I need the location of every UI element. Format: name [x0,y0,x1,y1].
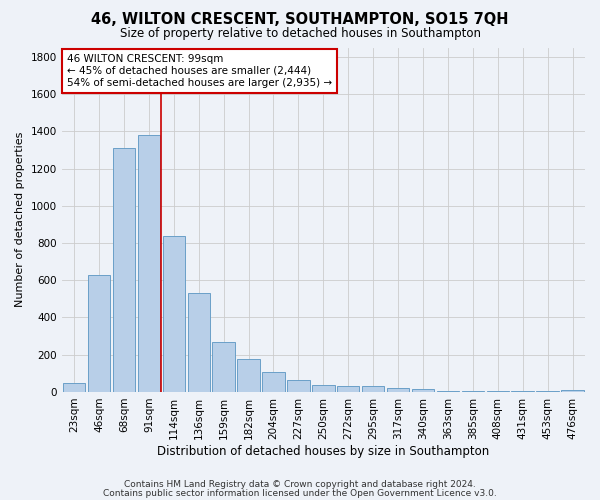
Bar [63,382,85,392]
Bar [437,391,459,392]
Bar [312,386,335,392]
Bar [88,274,110,392]
Text: Contains public sector information licensed under the Open Government Licence v3: Contains public sector information licen… [103,489,497,498]
Text: 46 WILTON CRESCENT: 99sqm
← 45% of detached houses are smaller (2,444)
54% of se: 46 WILTON CRESCENT: 99sqm ← 45% of detac… [67,54,332,88]
Bar [137,135,160,392]
Bar [337,386,359,392]
Y-axis label: Number of detached properties: Number of detached properties [15,132,25,308]
Bar [212,342,235,392]
Bar [238,360,260,392]
Bar [362,386,385,392]
Bar [188,294,210,392]
Bar [511,391,534,392]
Bar [163,236,185,392]
Bar [487,391,509,392]
Bar [562,390,584,392]
Bar [536,391,559,392]
Bar [412,389,434,392]
Bar [387,388,409,392]
Bar [262,372,285,392]
Bar [287,380,310,392]
Text: Size of property relative to detached houses in Southampton: Size of property relative to detached ho… [119,28,481,40]
Text: 46, WILTON CRESCENT, SOUTHAMPTON, SO15 7QH: 46, WILTON CRESCENT, SOUTHAMPTON, SO15 7… [91,12,509,28]
Bar [461,391,484,392]
Text: Contains HM Land Registry data © Crown copyright and database right 2024.: Contains HM Land Registry data © Crown c… [124,480,476,489]
X-axis label: Distribution of detached houses by size in Southampton: Distribution of detached houses by size … [157,444,490,458]
Bar [113,148,135,392]
